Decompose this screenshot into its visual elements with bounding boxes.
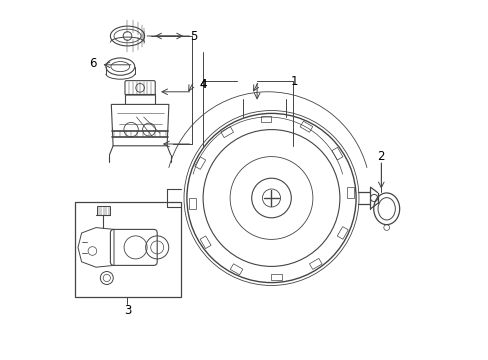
Text: 5: 5 [190, 30, 197, 42]
Text: 6: 6 [89, 57, 97, 69]
Bar [97, 206, 109, 215]
Text: 3: 3 [123, 304, 131, 317]
Text: 4: 4 [199, 78, 206, 91]
Text: 4: 4 [199, 78, 206, 91]
Text: 2: 2 [377, 150, 384, 163]
Bar [75, 202, 181, 297]
Text: 1: 1 [290, 75, 298, 87]
